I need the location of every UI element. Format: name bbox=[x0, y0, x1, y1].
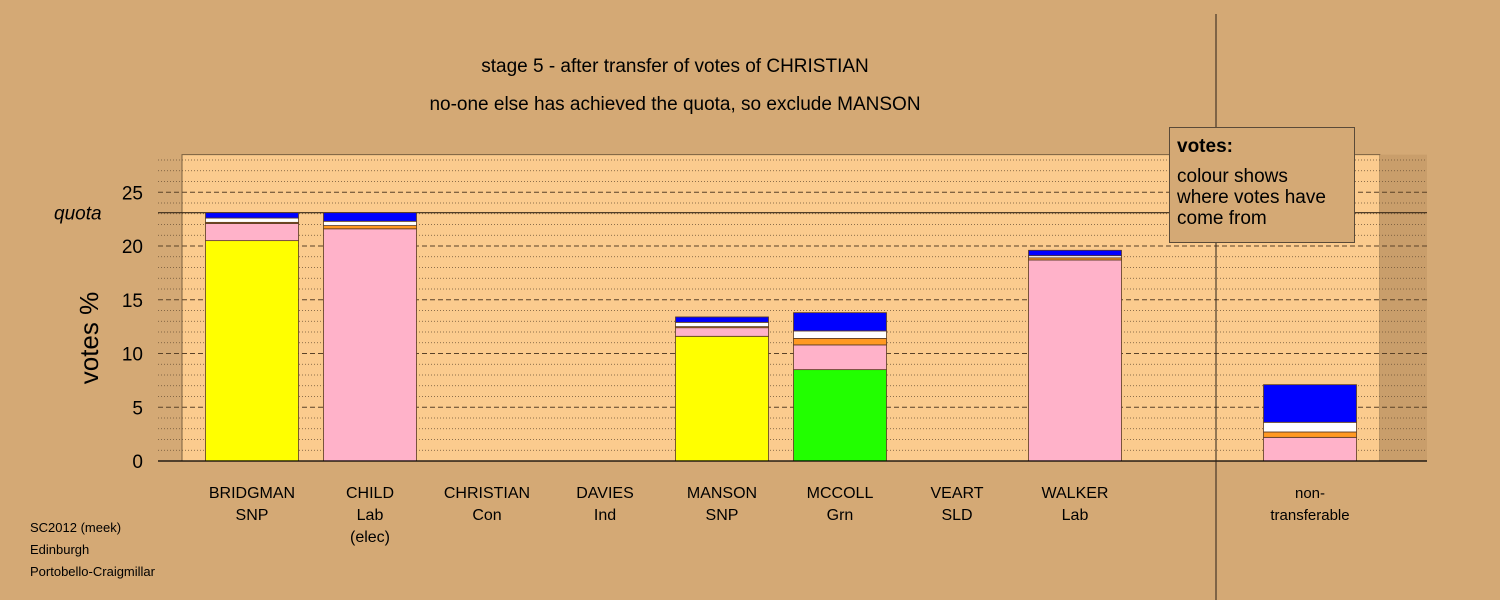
bar-segment bbox=[793, 338, 887, 346]
y-tick-label: 20 bbox=[122, 237, 143, 258]
bar-segment bbox=[205, 240, 299, 462]
category-label: CHRISTIAN bbox=[444, 485, 530, 502]
bar-segment bbox=[1263, 436, 1357, 462]
y-tick-label: 10 bbox=[122, 345, 143, 366]
bar-segment bbox=[205, 212, 299, 219]
category-label: non- bbox=[1295, 485, 1325, 502]
source-line: SC2012 (meek) bbox=[30, 520, 122, 535]
bar-segment bbox=[675, 316, 769, 323]
category-party-label: SNP bbox=[236, 507, 269, 524]
bar-segment bbox=[205, 223, 299, 242]
bar-segment bbox=[1263, 421, 1357, 433]
bar-segment bbox=[1263, 431, 1357, 438]
bar-segment bbox=[793, 344, 887, 371]
bar-segment bbox=[323, 212, 417, 222]
y-tick-label: 5 bbox=[132, 398, 143, 419]
bar-segment bbox=[675, 327, 769, 337]
category-party-label: transferable bbox=[1270, 507, 1349, 524]
bar-segment bbox=[793, 312, 887, 332]
y-axis-label: votes % bbox=[74, 292, 104, 385]
category-party-label: Con bbox=[472, 507, 501, 524]
y-tick-label: 0 bbox=[132, 452, 143, 473]
bar-segment bbox=[675, 321, 769, 328]
category-label: CHILD bbox=[346, 485, 394, 502]
category-label: BRIDGMAN bbox=[209, 485, 295, 502]
bar-segment bbox=[1263, 384, 1357, 423]
bar-segment bbox=[323, 220, 417, 226]
bar-segment bbox=[323, 228, 417, 462]
bar-segment bbox=[793, 330, 887, 339]
bar-segment bbox=[205, 217, 299, 223]
chart-subtitle: no-one else has achieved the quota, so e… bbox=[429, 94, 921, 115]
category-party-label: Ind bbox=[594, 507, 616, 524]
bar-segment bbox=[323, 225, 417, 230]
category-label: MANSON bbox=[687, 485, 757, 502]
y-tick-label: 25 bbox=[122, 183, 143, 204]
bar-segment bbox=[1028, 249, 1122, 257]
category-label: VEART bbox=[930, 485, 983, 502]
category-party-label: SLD bbox=[941, 507, 972, 524]
category-label: MCCOLL bbox=[807, 485, 874, 502]
bar-segment bbox=[675, 335, 769, 462]
quota-label: quota bbox=[54, 204, 102, 225]
source-line: Portobello-Craigmillar bbox=[30, 564, 155, 579]
legend-title: votes: bbox=[1177, 136, 1233, 157]
category-party-label: Lab bbox=[1062, 507, 1089, 524]
bar-segment bbox=[1028, 259, 1122, 462]
bar-segment bbox=[793, 369, 887, 462]
category-label: DAVIES bbox=[576, 485, 634, 502]
category-label: WALKER bbox=[1042, 485, 1109, 502]
category-note-label: (elec) bbox=[350, 529, 390, 546]
chart-title: stage 5 - after transfer of votes of CHR… bbox=[481, 56, 869, 77]
category-party-label: SNP bbox=[706, 507, 739, 524]
y-tick-label: 15 bbox=[122, 291, 143, 312]
category-party-label: Grn bbox=[827, 507, 854, 524]
nontransferable-region bbox=[1380, 154, 1427, 461]
source-note: SC2012 (meek) Edinburgh Portobello-Craig… bbox=[30, 517, 155, 583]
legend-text: colour shows where votes have come from bbox=[1177, 166, 1326, 229]
source-line: Edinburgh bbox=[30, 542, 90, 557]
category-party-label: Lab bbox=[357, 507, 384, 524]
legend: votes: colour shows where votes have com… bbox=[1169, 127, 1355, 243]
